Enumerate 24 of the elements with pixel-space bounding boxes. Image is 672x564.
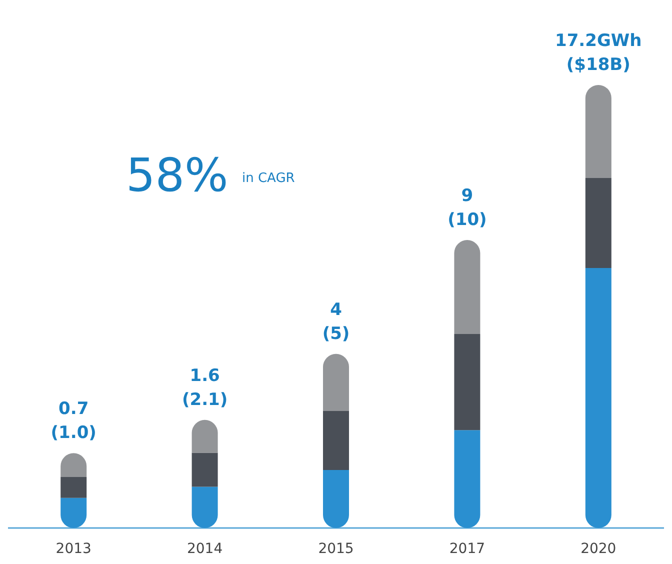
- bar: [323, 470, 349, 528]
- annotation: in CAGR: [242, 171, 295, 186]
- annotation: 58%: [126, 148, 228, 202]
- bar: [454, 430, 480, 528]
- x-tick-label: 2015: [318, 541, 354, 557]
- x-tick-label: 2020: [580, 541, 616, 557]
- total-label: 17.2GWh ($18B): [555, 31, 642, 75]
- bar: [454, 334, 480, 430]
- total-label: 4 (5): [322, 300, 350, 344]
- bar: [323, 354, 349, 412]
- x-tick-label: 2014: [186, 541, 223, 557]
- total-label: 1.6 (2.1): [182, 366, 228, 410]
- total-label: 9 (10): [448, 186, 487, 230]
- bar: [323, 411, 349, 470]
- bar: [585, 85, 612, 178]
- bar: [454, 240, 480, 334]
- total-label: 0.7 (1.0): [50, 399, 96, 444]
- bar: [192, 486, 218, 528]
- x-tick-label: 2013: [56, 541, 92, 557]
- x-tick-label: 2017: [449, 541, 486, 557]
- bar: [192, 452, 218, 487]
- bar: [585, 268, 612, 528]
- bar: [60, 477, 87, 498]
- bar: [585, 178, 612, 268]
